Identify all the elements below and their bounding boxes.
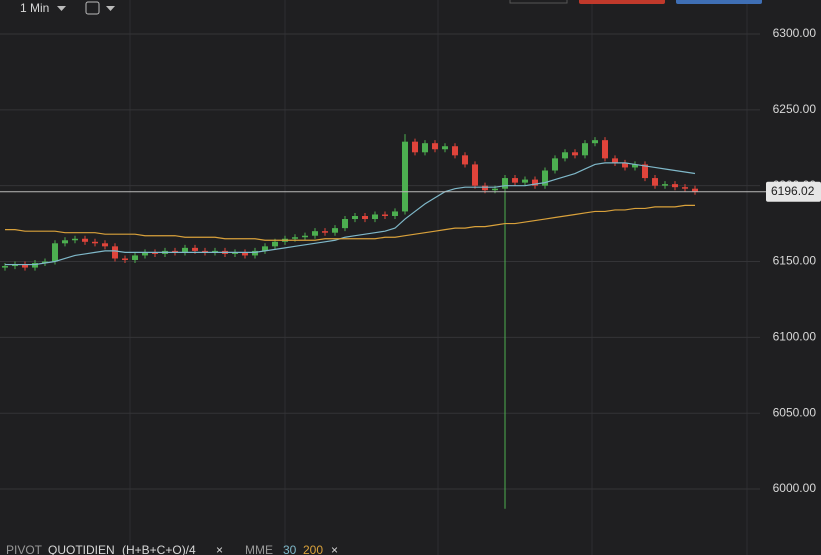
candle-body — [112, 246, 118, 259]
dropdown-arrow — [106, 6, 115, 11]
candle-body — [212, 250, 218, 253]
y-tick-label: 6150.00 — [773, 254, 817, 268]
ma-line — [5, 162, 696, 266]
candle-body — [352, 216, 358, 220]
last-price-label: 6196.02 — [771, 184, 815, 198]
close-ma[interactable]: × — [331, 543, 338, 555]
buy-button[interactable] — [676, 0, 762, 4]
candle-body — [472, 164, 478, 186]
candle-body — [62, 240, 68, 244]
candle-body — [252, 250, 258, 256]
candle-body — [662, 184, 668, 186]
candle-body — [422, 143, 428, 153]
candle-body — [122, 258, 128, 260]
close-pivot[interactable]: × — [216, 543, 223, 555]
candle-body — [602, 140, 608, 159]
candle-body — [322, 231, 328, 233]
timeframe-selector[interactable]: 1 Min — [20, 1, 66, 15]
y-tick-label: 6250.00 — [773, 102, 817, 116]
candle-body — [672, 184, 678, 188]
candle-body — [92, 241, 98, 244]
candle-body — [612, 158, 618, 163]
y-tick-label: 6000.00 — [773, 481, 817, 495]
candle-body — [2, 266, 8, 268]
candle-body — [232, 252, 238, 254]
candle-body — [302, 235, 308, 238]
candle-body — [592, 140, 598, 144]
candle-body — [242, 252, 248, 256]
candle-body — [312, 231, 318, 236]
candle-body — [482, 185, 488, 191]
legend-entry: 30 — [283, 543, 297, 555]
candle-body — [632, 164, 638, 168]
y-tick-label: 6050.00 — [773, 405, 817, 419]
candle-body — [442, 146, 448, 150]
last-price-box — [766, 181, 821, 202]
candle-body — [32, 263, 38, 268]
y-tick-label: 6300.00 — [773, 26, 817, 40]
ma-label: MME — [245, 543, 273, 555]
candle-body — [72, 238, 78, 241]
candle-body — [412, 141, 418, 153]
candle-body — [22, 264, 28, 268]
candle-body — [522, 179, 528, 183]
candle-body — [692, 188, 698, 192]
candle-body — [172, 250, 178, 253]
candle-body — [52, 243, 58, 262]
candle-body — [512, 178, 518, 183]
candle-body — [502, 178, 508, 189]
candle-body — [642, 164, 648, 179]
y-tick-label: 6100.00 — [773, 330, 817, 344]
candle-body — [262, 246, 268, 251]
candle-body — [582, 143, 588, 156]
candle-body — [462, 155, 468, 165]
pivot-label: PIVOT — [6, 543, 43, 555]
dropdown-arrow — [57, 6, 66, 11]
legend-entry: 200 — [303, 543, 323, 555]
candle-body — [102, 243, 108, 247]
candle-body — [682, 187, 688, 189]
candle-body — [542, 170, 548, 186]
candle-body — [202, 250, 208, 253]
candle-body — [362, 216, 368, 220]
candle-body — [562, 152, 568, 159]
timeframe[interactable]: 1 Min — [20, 1, 49, 15]
candle-body — [142, 252, 148, 256]
calendar-selector[interactable] — [85, 1, 115, 15]
calendar-icon — [85, 1, 100, 15]
candle-body — [452, 146, 458, 156]
candle-body — [82, 238, 88, 242]
candle-body — [42, 261, 48, 264]
pivot-name: QUOTIDIEN — [48, 543, 115, 555]
candle-body — [532, 179, 538, 186]
candle-body — [622, 162, 628, 168]
candle-body — [12, 264, 18, 267]
candle-body — [182, 247, 188, 253]
candle-body — [372, 214, 378, 220]
candle-body — [402, 141, 408, 212]
candle-body — [342, 219, 348, 229]
candle-body — [382, 214, 388, 216]
candle-body — [552, 158, 558, 171]
candle-body — [292, 237, 298, 239]
ma-line — [5, 204, 695, 241]
sell-button[interactable] — [579, 0, 665, 4]
candle-body — [652, 178, 658, 186]
candle-body — [272, 241, 278, 247]
plot — [0, 33, 766, 509]
candle-body — [132, 255, 138, 260]
candle-body — [572, 152, 578, 156]
candle-body — [332, 228, 338, 233]
candle-body — [492, 188, 498, 191]
candle-body — [192, 247, 198, 251]
top-button[interactable] — [509, 0, 568, 4]
candle-body — [152, 252, 158, 254]
candle-body — [392, 211, 398, 216]
pivot-formula: (H+B+C+O)/4 — [122, 543, 196, 555]
candle-body — [432, 143, 438, 150]
vertical-grid — [129, 0, 748, 555]
